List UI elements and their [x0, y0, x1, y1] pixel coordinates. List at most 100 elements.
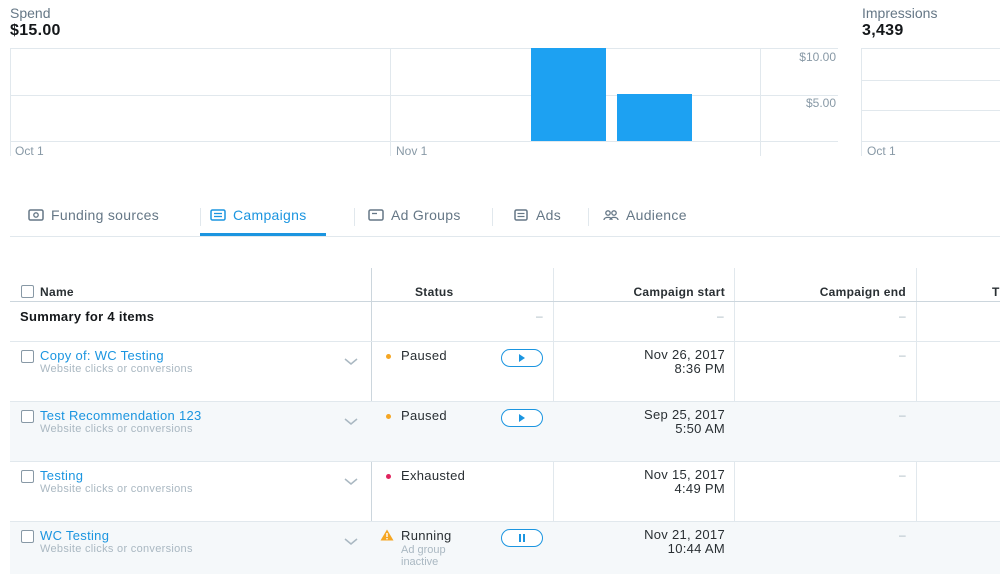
campaign-end: – [899, 348, 906, 362]
campaign-objective: Website clicks or conversions [40, 363, 193, 375]
chart-gridline [10, 95, 838, 96]
tab-label: Audience [626, 207, 687, 223]
tab-bar: Funding sources Campaigns Ad Groups Ads … [10, 196, 1000, 237]
chevron-down-icon[interactable] [344, 478, 358, 486]
campaign-start-time: 8:36 PM [674, 361, 725, 376]
chevron-down-icon[interactable] [344, 538, 358, 546]
spend-bar-oct [531, 48, 606, 141]
chevron-down-icon[interactable] [344, 358, 358, 366]
campaign-end: – [899, 408, 906, 422]
status-text: Running [401, 528, 452, 543]
pause-toggle[interactable] [501, 529, 543, 547]
ad-icon [513, 208, 529, 222]
campaign-start-date: Nov 15, 2017 [644, 467, 725, 482]
chart-gridline [861, 48, 1000, 49]
funding-source-icon [28, 208, 44, 222]
tab-ads[interactable]: Ads [513, 196, 561, 234]
play-toggle[interactable] [501, 409, 543, 427]
table-row[interactable]: Testing Website clicks or conversions Ex… [10, 462, 1000, 522]
spend-bar-nov [617, 94, 692, 141]
xtick-label: Oct 1 [867, 144, 896, 158]
status-text: Paused [401, 408, 447, 423]
tab-campaigns[interactable]: Campaigns [200, 196, 326, 236]
chart-divider [760, 48, 761, 156]
tab-divider [492, 208, 493, 226]
summary-start: – [717, 309, 724, 323]
xtick-label: Oct 1 [15, 144, 44, 158]
campaigns-table: Name Status Campaign start Campaign end … [10, 268, 1000, 574]
impressions-value: 3,439 [862, 22, 904, 39]
campaign-name-link[interactable]: Test Recommendation 123 [40, 408, 202, 423]
chart-baseline [861, 141, 1000, 142]
tab-divider [354, 208, 355, 226]
column-header-status[interactable]: Status [415, 285, 454, 299]
chart-baseline [10, 141, 838, 142]
column-header-campaign-end[interactable]: Campaign end [819, 285, 906, 299]
chart-gridline [10, 48, 838, 49]
status-dot [386, 474, 391, 479]
spend-label: Spend [10, 5, 51, 21]
campaign-start-date: Nov 21, 2017 [644, 527, 725, 542]
campaign-end: – [899, 468, 906, 482]
audience-icon [603, 208, 619, 222]
column-header-name[interactable]: Name [40, 285, 74, 299]
summary-end: – [899, 309, 906, 323]
tab-audience[interactable]: Audience [603, 196, 687, 234]
tab-label: Funding sources [51, 207, 160, 223]
chart-divider [390, 48, 391, 156]
tab-funding-sources[interactable]: Funding sources [28, 196, 159, 234]
table-row[interactable]: Test Recommendation 123 Website clicks o… [10, 402, 1000, 462]
campaign-objective: Website clicks or conversions [40, 423, 193, 435]
summary-status: – [536, 309, 543, 323]
play-icon [519, 354, 525, 362]
chart-gridline [861, 80, 1000, 81]
status-detail: Ad group inactive [401, 544, 446, 568]
campaign-start-time: 4:49 PM [674, 481, 725, 496]
warning-icon [380, 529, 394, 541]
column-header-campaign-start[interactable]: Campaign start [633, 285, 725, 299]
xtick-label: Nov 1 [396, 144, 428, 158]
spend-value: $15.00 [10, 22, 61, 39]
chart-axis-left [861, 48, 862, 156]
chart-axis-left [10, 48, 11, 156]
tab-label: Ads [536, 207, 562, 223]
spend-chart: $10.00 $5.00 Oct 1 Nov 1 [10, 48, 838, 158]
campaign-objective: Website clicks or conversions [40, 483, 193, 495]
tab-divider [588, 208, 589, 226]
play-icon [519, 414, 525, 422]
status-dot [386, 354, 391, 359]
status-text: Paused [401, 348, 447, 363]
summary-row: Summary for 4 items – – – [10, 302, 1000, 342]
campaign-name-link[interactable]: WC Testing [40, 528, 110, 543]
tab-ad-groups[interactable]: Ad Groups [368, 196, 461, 234]
ad-group-icon [368, 208, 384, 222]
row-checkbox[interactable] [21, 350, 34, 363]
table-row[interactable]: Copy of: WC Testing Website clicks or co… [10, 342, 1000, 402]
status-dot [386, 414, 391, 419]
tab-divider [200, 208, 201, 226]
row-checkbox[interactable] [21, 470, 34, 483]
select-all-checkbox[interactable] [21, 285, 34, 298]
pause-icon [519, 534, 525, 542]
column-header-next[interactable]: T [992, 285, 1000, 299]
row-checkbox[interactable] [21, 410, 34, 423]
campaign-start-date: Nov 26, 2017 [644, 347, 725, 362]
tab-label: Campaigns [233, 206, 307, 223]
play-toggle[interactable] [501, 349, 543, 367]
summary-label: Summary for 4 items [20, 309, 155, 324]
campaign-end: – [899, 528, 906, 542]
tab-label: Ad Groups [391, 207, 461, 223]
table-header-row: Name Status Campaign start Campaign end … [10, 268, 1000, 302]
campaign-name-link[interactable]: Testing [40, 468, 84, 483]
status-text: Exhausted [401, 468, 466, 483]
ytick-label: $5.00 [805, 96, 836, 110]
campaign-start-time: 10:44 AM [667, 541, 725, 556]
campaign-start-time: 5:50 AM [675, 421, 725, 436]
chevron-down-icon[interactable] [344, 418, 358, 426]
campaign-icon [210, 208, 226, 222]
chart-gridline [861, 110, 1000, 111]
impressions-label: Impressions [862, 5, 938, 21]
row-checkbox[interactable] [21, 530, 34, 543]
table-row[interactable]: WC Testing Website clicks or conversions… [10, 522, 1000, 574]
campaign-name-link[interactable]: Copy of: WC Testing [40, 348, 164, 363]
